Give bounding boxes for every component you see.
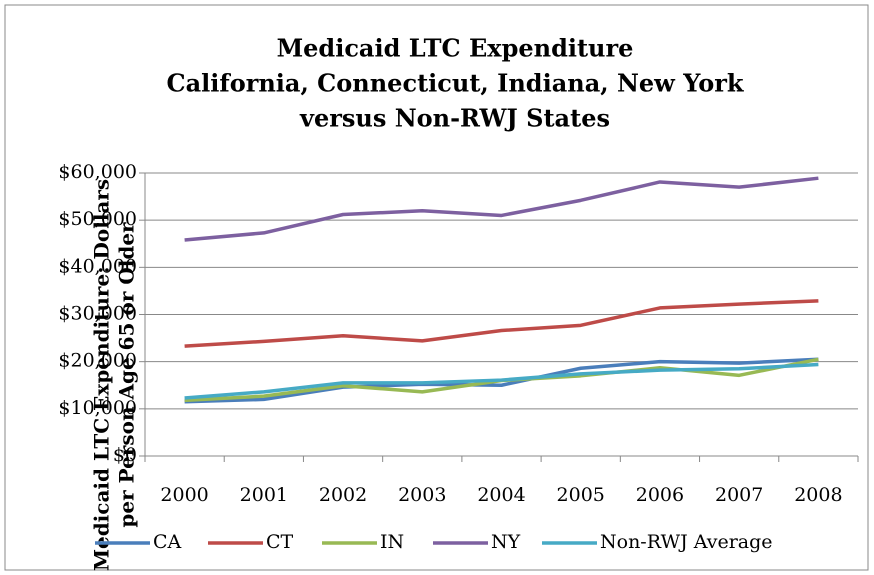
x-tick-label: 2007 (715, 484, 763, 506)
y-tick-label: $10,000 (58, 397, 137, 419)
y-tick-label: $20,000 (58, 350, 137, 372)
legend-label: IN (380, 531, 404, 553)
chart-title: Medicaid LTC Expenditure (277, 34, 634, 63)
legend-label: NY (491, 531, 521, 553)
y-tick-label: $0 (113, 444, 137, 466)
x-tick-label: 2008 (794, 484, 842, 506)
x-tick-label: 2002 (319, 484, 367, 506)
y-tick-label: $60,000 (58, 161, 137, 183)
series-line (184, 299, 819, 348)
chart-border (4, 4, 869, 571)
legend-label: Non-RWJ Average (600, 531, 773, 553)
x-tick-label: 2004 (477, 484, 525, 506)
legend-label: CT (266, 531, 294, 553)
legend-label: CA (153, 531, 182, 553)
x-tick-label: 2006 (636, 484, 684, 506)
series-line (184, 362, 819, 400)
chart-title: versus Non-RWJ States (299, 104, 610, 133)
y-axis-label: Medicaid LTC Expenditure: Dollars (90, 179, 114, 571)
y-tick-label: $30,000 (58, 303, 137, 325)
x-tick-label: 2003 (398, 484, 446, 506)
series-line (184, 176, 819, 242)
x-tick-label: 2001 (240, 484, 288, 506)
y-tick-label: $40,000 (58, 255, 137, 277)
x-tick-label: 2005 (557, 484, 605, 506)
chart-title: California, Connecticut, Indiana, New Yo… (166, 69, 744, 98)
y-tick-label: $50,000 (58, 208, 137, 230)
series-line (184, 357, 819, 404)
x-tick-label: 2000 (160, 484, 208, 506)
y-axis-label: per Person Age 65 or Older (115, 222, 139, 528)
